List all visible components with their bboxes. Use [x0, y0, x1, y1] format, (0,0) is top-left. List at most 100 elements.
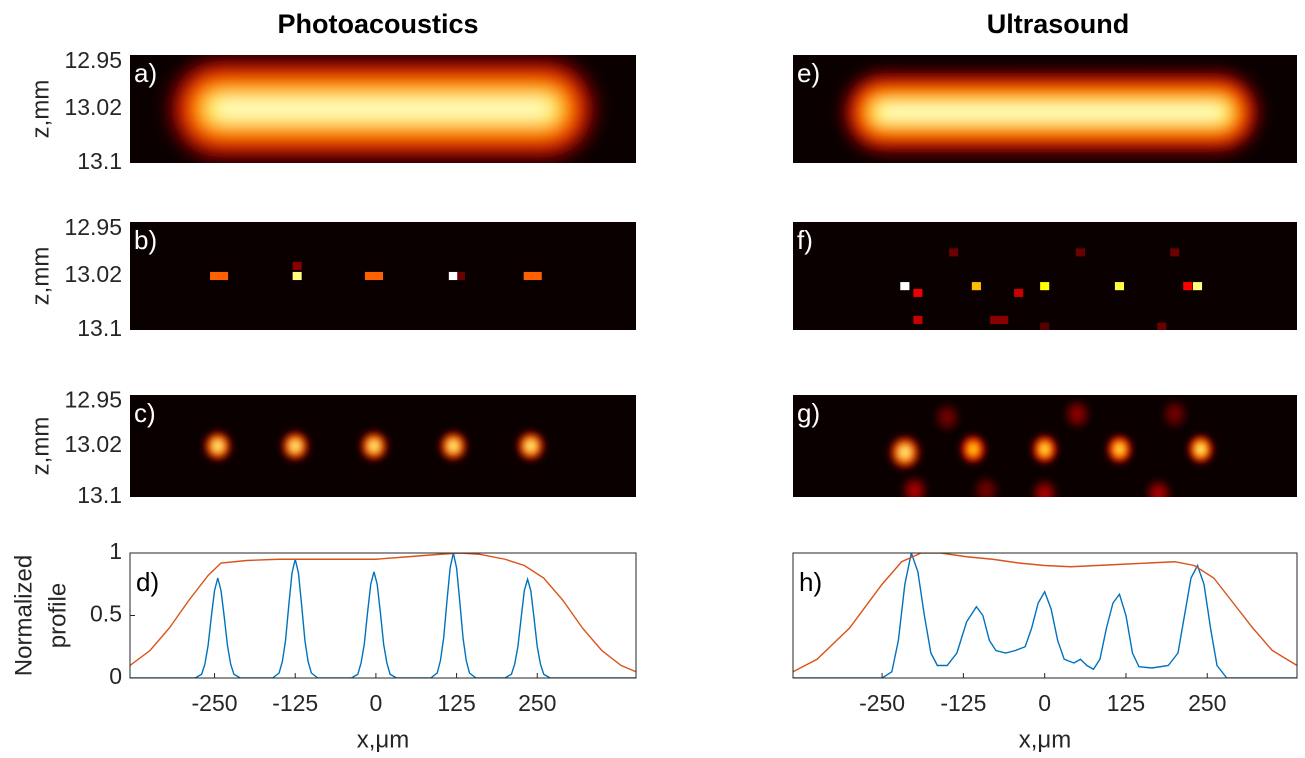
y-tick-label: 13.1	[77, 148, 122, 174]
y-tick-label: 12.95	[64, 214, 122, 240]
spot-layer	[1173, 411, 1177, 417]
spot-layer	[529, 443, 533, 449]
heatmap-spot	[1161, 399, 1188, 429]
profile-line	[793, 553, 1297, 678]
spot-layer	[293, 443, 297, 449]
y-axis-label: z,mm	[27, 247, 54, 306]
spot-layer	[214, 103, 550, 115]
y-tick-label: 13.1	[77, 482, 122, 508]
y-tick-label: 13.02	[64, 431, 122, 457]
panel-label: f)	[797, 225, 813, 255]
y-tick-label: 13.02	[64, 261, 122, 287]
panel-label: e)	[797, 58, 820, 88]
y-axis-label: profile	[44, 583, 71, 648]
heatmap-spot	[281, 431, 309, 461]
y-tick-label: 0	[109, 663, 122, 689]
spot-layer	[971, 446, 975, 452]
heatmap-pixel	[210, 271, 229, 281]
x-tick-label: 250	[518, 690, 556, 716]
heatmap-pixel	[364, 271, 383, 281]
spot-layer	[372, 443, 376, 449]
heatmap-spot	[204, 431, 232, 461]
heatmap-pixel	[292, 261, 302, 270]
spot-layer	[1157, 491, 1160, 497]
plot-area	[793, 395, 1297, 497]
spot-layer	[216, 443, 220, 449]
spot-layer	[1118, 446, 1121, 452]
heatmap-spot	[1031, 434, 1058, 464]
y-tick-label: 1	[109, 538, 122, 564]
x-tick-label: 0	[1038, 690, 1051, 716]
plot-area	[793, 222, 1297, 330]
y-tick-label: 13.1	[77, 315, 122, 341]
column-title: Photoacoustics	[277, 9, 478, 39]
heatmap-pixel	[523, 271, 542, 281]
heatmap-spot	[169, 58, 596, 160]
plot-background	[130, 553, 636, 678]
heatmap-spot	[1106, 434, 1133, 464]
spot-layer	[1199, 446, 1203, 452]
heatmap-spot	[517, 431, 545, 461]
heatmap-pixel	[1114, 282, 1125, 291]
heatmap-pixel	[1075, 248, 1085, 257]
plot-area	[130, 553, 636, 678]
heatmap-spot	[901, 476, 928, 497]
heatmap-spot	[889, 436, 920, 469]
heatmap-pixel	[1183, 282, 1193, 291]
x-axis-label: x,μm	[357, 726, 410, 753]
heatmap-pixel	[457, 271, 465, 281]
plot-area	[130, 55, 636, 163]
spot-layer	[1043, 491, 1046, 497]
heatmap-spot	[439, 431, 467, 461]
spot-layer	[984, 487, 988, 494]
column-title: Ultrasound	[987, 9, 1130, 39]
heatmap-pixel	[1040, 322, 1050, 330]
heatmap-pixel	[1192, 282, 1203, 291]
heatmap-pixel	[1040, 282, 1050, 291]
plot-background	[793, 553, 1297, 678]
profile-line	[130, 553, 636, 673]
heatmap-pixel	[1157, 322, 1167, 330]
heatmap-pixel	[1170, 248, 1180, 257]
heatmap-pixel	[949, 248, 959, 257]
panel-label: a)	[134, 58, 157, 88]
heatmap-spot	[960, 434, 987, 464]
x-tick-label: 125	[437, 690, 475, 716]
heatmap-spot	[973, 476, 1000, 497]
plot-area	[793, 553, 1297, 678]
heatmap-pixel	[913, 288, 923, 297]
heatmap-pixel	[292, 271, 302, 281]
plot-area	[793, 55, 1297, 163]
y-axis-label: z,mm	[27, 80, 54, 139]
panel-label: h)	[799, 567, 822, 597]
heatmap-pixel	[900, 282, 910, 291]
spot-layer	[879, 108, 1223, 117]
spot-layer	[1075, 411, 1079, 417]
profile-line	[130, 553, 636, 678]
y-axis-label: Normalized	[10, 555, 37, 676]
panel-label: g)	[797, 398, 820, 428]
x-tick-label: 125	[1107, 690, 1145, 716]
plot-area	[130, 222, 636, 330]
plot-area	[130, 395, 636, 497]
y-tick-label: 0.5	[90, 601, 122, 627]
heatmap-spot	[1031, 479, 1058, 497]
x-tick-label: 0	[370, 690, 383, 716]
spot-layer	[913, 487, 916, 494]
heatmap-pixel	[971, 282, 981, 291]
x-axis-label: x,μm	[1019, 726, 1072, 753]
x-tick-label: -125	[272, 690, 318, 716]
spot-layer	[903, 449, 907, 455]
spot-layer	[1043, 446, 1046, 452]
x-tick-label: -250	[192, 690, 238, 716]
y-tick-label: 12.95	[64, 386, 122, 412]
spot-layer	[945, 414, 949, 420]
heatmap-spot	[843, 71, 1260, 153]
heatmap-spot	[1187, 434, 1214, 464]
x-tick-label: 250	[1188, 690, 1226, 716]
axes-box	[129, 552, 637, 679]
heatmap-spot	[360, 431, 388, 461]
spot-layer	[451, 443, 455, 449]
